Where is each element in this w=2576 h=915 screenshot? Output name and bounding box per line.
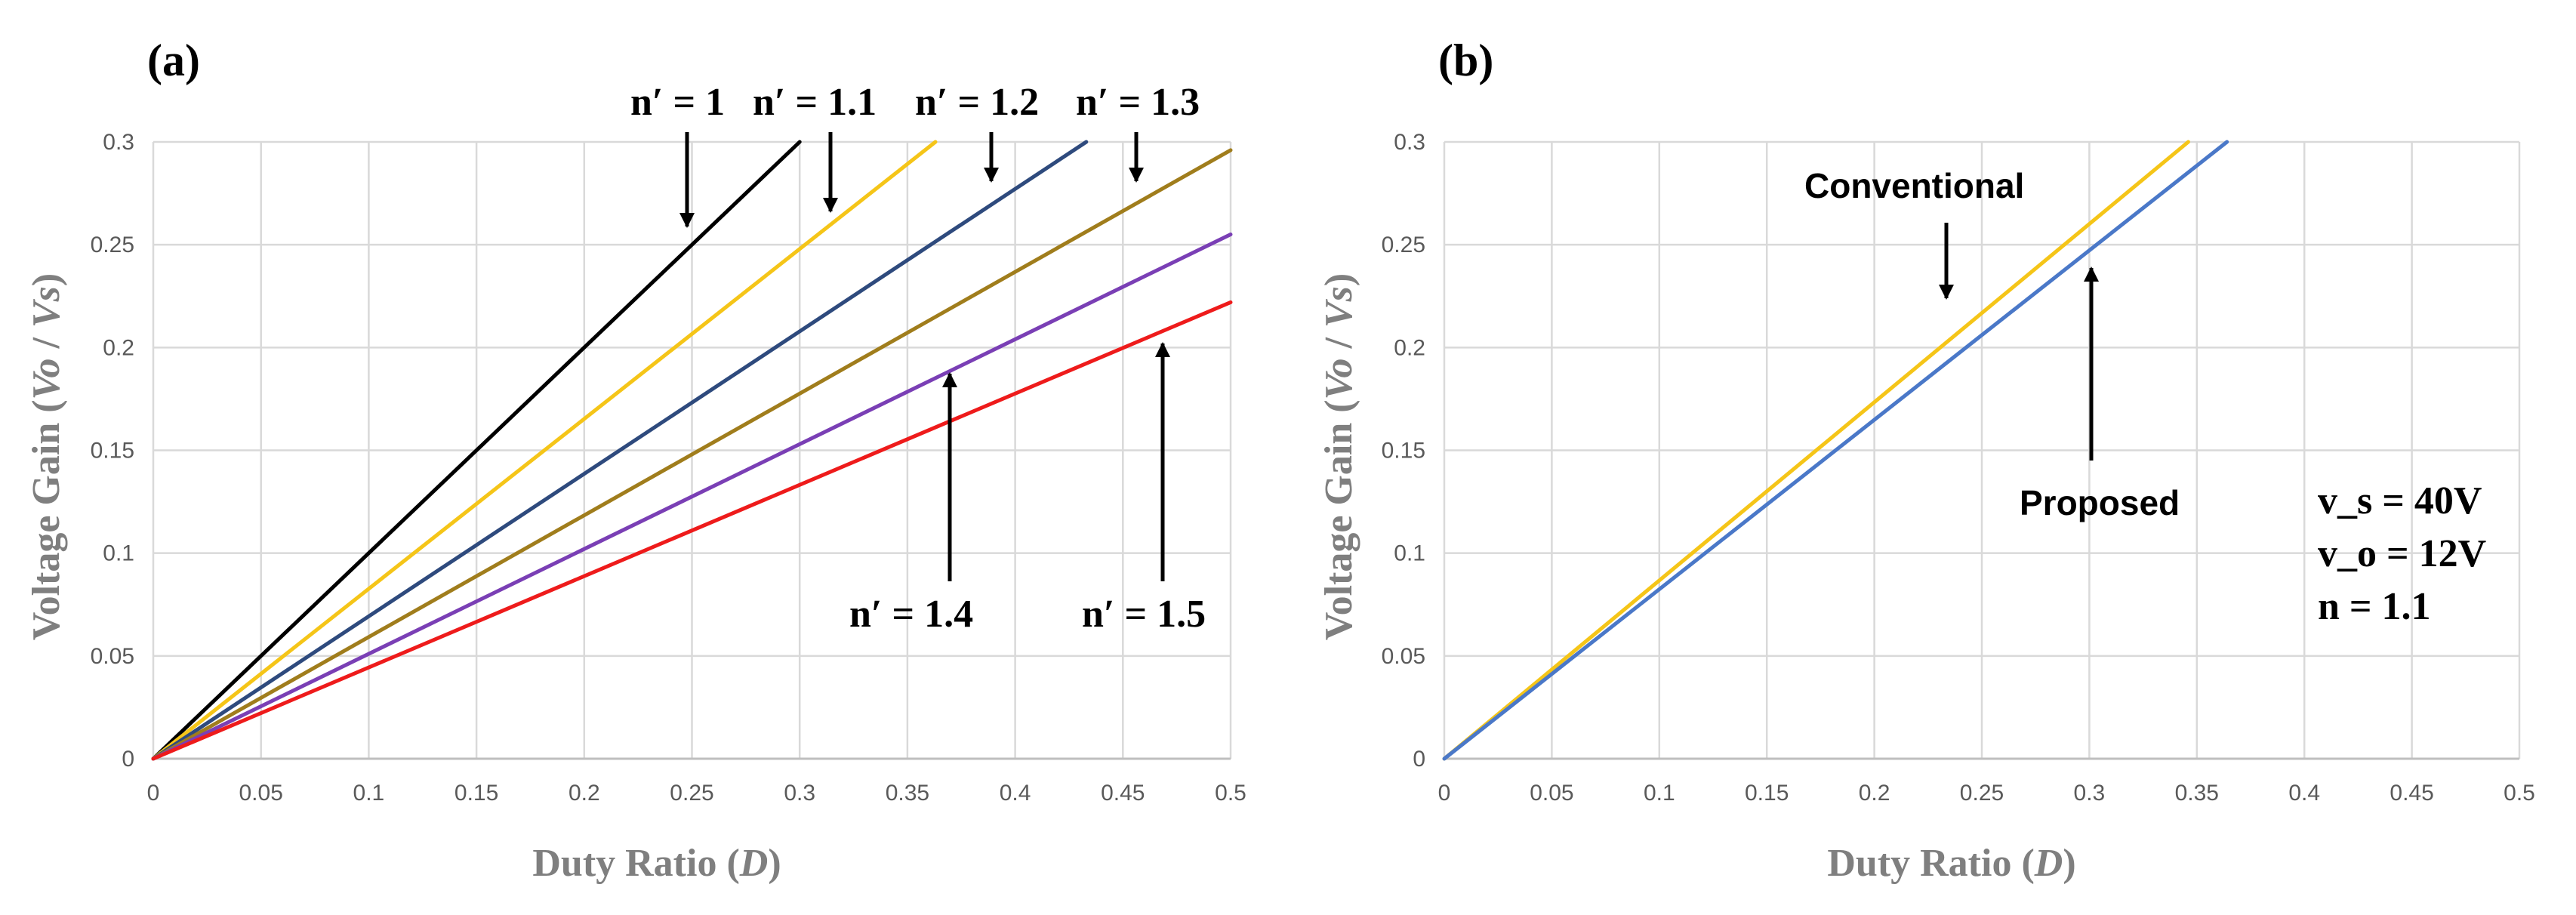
annotation-proposed: Proposed bbox=[2020, 483, 2180, 522]
x-tick-label: 0.5 bbox=[1215, 781, 1246, 806]
series-line-n-1-5 bbox=[151, 300, 1233, 761]
panel-a-series bbox=[151, 140, 1233, 761]
x-tick-label: 0.35 bbox=[886, 781, 929, 806]
panel-b-y-title: Voltage Gain (Vo / Vs) bbox=[1317, 273, 1360, 640]
panel-a-x-title: Duty Ratio (D) bbox=[532, 842, 781, 885]
y-tick-label: 0.2 bbox=[103, 335, 134, 360]
annotation-n13: n′ = 1.3 bbox=[1076, 81, 1200, 124]
panel-a-y-title: Voltage Gain (Vo / Vs) bbox=[25, 273, 68, 640]
series-line-proposed bbox=[1442, 140, 2229, 761]
annotation-n14: n′ = 1.4 bbox=[849, 593, 973, 636]
panel-b: 0 0.05 0.1 0.15 0.2 0.25 0.3 0.35 0.4 0.45 0.5 0 0.0… bbox=[1317, 35, 2535, 885]
x-tick-label: 0 bbox=[1438, 781, 1451, 806]
x-tick-label: 0.45 bbox=[2390, 781, 2433, 806]
y-tick-label: 0 bbox=[122, 747, 134, 772]
panel-b-series bbox=[1442, 140, 2229, 761]
y-tick-label: 0.15 bbox=[1382, 439, 1425, 464]
panel-a: 0 0.05 0.1 0.15 0.2 0.25 0.3 0.35 0.4 0.45 0.5 0 0.0… bbox=[25, 35, 1246, 885]
x-tick-label: 0.1 bbox=[353, 781, 385, 806]
panel-a-label: (a) bbox=[147, 35, 200, 85]
series-line-conventional bbox=[1442, 140, 2190, 761]
y-tick-label: 0.1 bbox=[103, 541, 134, 566]
annotation-n11: n′ = 1.1 bbox=[753, 81, 877, 124]
x-tick-label: 0.3 bbox=[2074, 781, 2106, 806]
x-tick-label: 0.4 bbox=[1000, 781, 1031, 806]
x-tick-label: 0.1 bbox=[1644, 781, 1675, 806]
x-tick-label: 0.25 bbox=[1960, 781, 2004, 806]
series-line-n-1 bbox=[151, 140, 802, 761]
x-tick-label: 0.5 bbox=[2504, 781, 2535, 806]
series-line-n-1-2 bbox=[151, 140, 1089, 761]
x-tick-label: 0.25 bbox=[670, 781, 713, 806]
x-tick-label: 0.2 bbox=[569, 781, 600, 806]
y-tick-label: 0.1 bbox=[1394, 541, 1425, 566]
x-tick-label: 0.45 bbox=[1101, 781, 1145, 806]
annotation-n12: n′ = 1.2 bbox=[915, 81, 1039, 124]
x-tick-label: 0.05 bbox=[1530, 781, 1573, 806]
y-tick-label: 0.05 bbox=[91, 644, 134, 669]
series-line-n-1-3 bbox=[151, 148, 1233, 761]
x-tick-label: 0.35 bbox=[2175, 781, 2219, 806]
y-tick-label: 0 bbox=[1413, 747, 1425, 772]
x-tick-label: 0.3 bbox=[784, 781, 815, 806]
x-tick-label: 0.15 bbox=[1745, 781, 1789, 806]
panel-a-ticks: 0 0.05 0.1 0.15 0.2 0.25 0.3 0.35 0.4 0.45 0.5 0 0.0… bbox=[91, 130, 1246, 806]
panel-b-label: (b) bbox=[1438, 35, 1493, 85]
x-tick-label: 0 bbox=[147, 781, 160, 806]
y-tick-label: 0.15 bbox=[91, 439, 134, 464]
y-tick-label: 0.3 bbox=[103, 130, 134, 155]
y-tick-label: 0.05 bbox=[1382, 644, 1425, 669]
panel-b-grid bbox=[1443, 140, 2521, 760]
series-line-n-1-1 bbox=[151, 140, 938, 761]
annotation-n1: n′ = 1 bbox=[630, 81, 725, 124]
y-tick-label: 0.2 bbox=[1394, 335, 1425, 360]
series-line-n-1-4 bbox=[151, 233, 1233, 761]
parameter-vs: v_s = 40V bbox=[2318, 479, 2482, 522]
x-tick-label: 0.15 bbox=[454, 781, 498, 806]
x-tick-label: 0.2 bbox=[1859, 781, 1890, 806]
annotation-conventional: Conventional bbox=[1804, 166, 2024, 205]
parameter-vo: v_o = 12V bbox=[2318, 532, 2486, 575]
parameter-n: n = 1.1 bbox=[2318, 585, 2431, 628]
y-tick-label: 0.3 bbox=[1394, 130, 1425, 155]
x-tick-label: 0.05 bbox=[239, 781, 283, 806]
annotation-n15: n′ = 1.5 bbox=[1082, 593, 1206, 636]
y-tick-label: 0.25 bbox=[91, 233, 134, 257]
panel-b-ticks: 0 0.05 0.1 0.15 0.2 0.25 0.3 0.35 0.4 0.45 0.5 0 0.0… bbox=[1382, 130, 2535, 806]
panel-b-x-title: Duty Ratio (D) bbox=[1827, 842, 2075, 885]
x-tick-label: 0.4 bbox=[2288, 781, 2320, 806]
y-tick-label: 0.25 bbox=[1382, 233, 1425, 257]
